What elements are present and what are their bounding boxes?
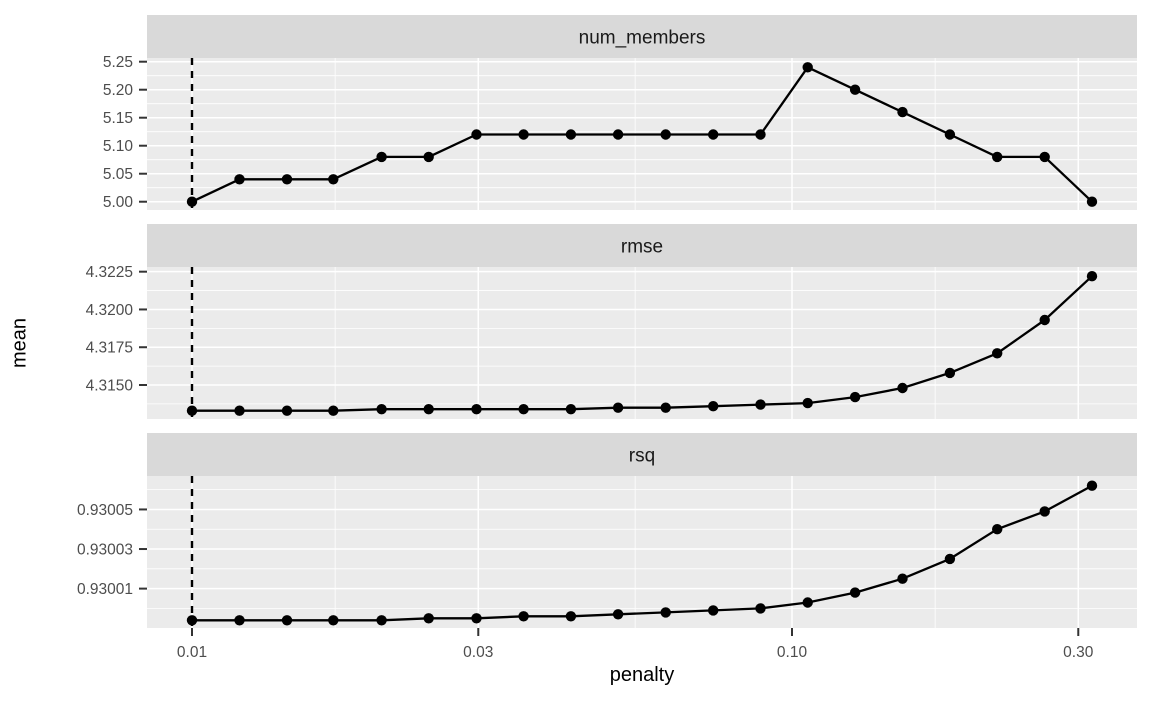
data-point (471, 404, 482, 415)
facet-strip (147, 224, 1137, 267)
data-point (660, 607, 671, 618)
data-point (708, 401, 719, 412)
data-point (565, 404, 577, 415)
data-point (897, 573, 908, 584)
data-point (897, 106, 908, 118)
data-point (755, 603, 766, 614)
data-point (423, 613, 434, 624)
data-point (186, 405, 198, 416)
data-point (281, 615, 293, 626)
series-line (190, 484, 1094, 622)
x-tick-label: 0.10 (777, 644, 808, 661)
series-line (190, 275, 1094, 412)
x-tick-label: 0.03 (463, 644, 493, 661)
y-tick-label: 5.20 (103, 82, 134, 99)
data-point (518, 129, 529, 140)
y-tick-label: 4.3175 (86, 340, 133, 357)
data-point (992, 151, 1003, 163)
data-point (376, 615, 387, 626)
data-point (328, 615, 339, 626)
data-point (423, 151, 434, 163)
data-point (1086, 271, 1098, 282)
facet-strip-label: num_members (579, 28, 706, 49)
data-point (471, 129, 482, 140)
data-point (849, 84, 861, 95)
data-point (992, 348, 1003, 359)
facet-strip (147, 433, 1137, 476)
data-point (186, 196, 198, 207)
facet-strip-label: rsq (629, 446, 655, 467)
y-tick-label: 5.25 (103, 54, 133, 71)
panel-background (147, 476, 1137, 628)
data-point (376, 404, 387, 415)
facet-strip-label: rmse (621, 237, 663, 258)
data-point (849, 587, 861, 598)
data-point (1039, 506, 1050, 517)
data-point (802, 597, 813, 608)
data-point (234, 615, 245, 626)
data-point (944, 367, 956, 379)
data-point (376, 151, 387, 163)
y-axis-title: mean (8, 317, 31, 369)
data-point (1039, 151, 1050, 163)
data-point (471, 613, 482, 624)
y-tick-label: 4.3150 (86, 378, 134, 395)
data-point (612, 609, 624, 620)
data-point (612, 129, 624, 140)
data-point (944, 553, 956, 565)
data-point (234, 174, 245, 185)
x-tick-label: 0.01 (177, 644, 207, 661)
data-point (992, 524, 1003, 535)
data-point (328, 174, 339, 185)
data-point (423, 404, 434, 415)
data-point (1086, 196, 1098, 207)
y-tick-label: 4.3200 (86, 302, 134, 319)
x-axis-title: penalty (609, 664, 675, 686)
data-point (755, 399, 766, 410)
y-tick-label: 5.10 (103, 138, 134, 155)
data-point (565, 611, 577, 622)
data-point (802, 62, 813, 73)
y-tick-label: 5.00 (103, 194, 134, 211)
data-point (708, 605, 719, 616)
y-tick-label: 5.15 (103, 110, 133, 127)
data-point (849, 391, 861, 403)
data-point (755, 129, 766, 140)
data-point (518, 404, 529, 415)
data-point (234, 405, 245, 416)
panel-background (147, 267, 1137, 419)
data-point (186, 615, 198, 626)
data-point (708, 129, 719, 140)
data-point (1039, 314, 1050, 326)
data-point (944, 129, 956, 140)
data-point (660, 129, 671, 140)
y-tick-label: 0.93001 (77, 581, 133, 598)
y-tick-label: 0.93003 (77, 542, 133, 559)
facet-strip (147, 15, 1137, 58)
data-point (897, 382, 908, 394)
x-tick-label: 0.30 (1063, 644, 1094, 661)
data-point (802, 397, 813, 409)
series-line (190, 66, 1094, 203)
y-tick-label: 4.3225 (86, 264, 133, 281)
y-tick-label: 0.93005 (77, 502, 133, 519)
data-point (565, 129, 577, 140)
data-point (612, 402, 624, 413)
data-point (281, 174, 293, 185)
data-point (328, 405, 339, 416)
data-point (518, 611, 529, 622)
data-point (281, 405, 293, 416)
y-tick-label: 5.05 (103, 166, 133, 183)
data-point (1086, 480, 1098, 491)
data-point (660, 402, 671, 413)
